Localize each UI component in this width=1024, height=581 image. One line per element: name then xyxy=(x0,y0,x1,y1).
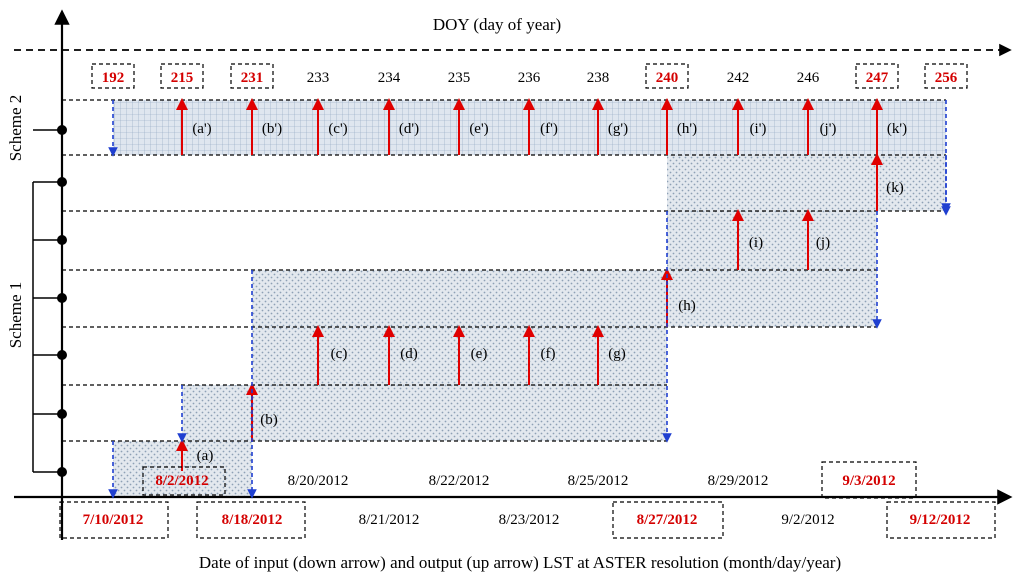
row-dot xyxy=(57,293,67,303)
date-label-3: 8/20/2012 xyxy=(288,473,349,489)
doy-label-235: 235 xyxy=(448,70,471,86)
scheme2-label-0: (a') xyxy=(192,121,211,137)
date-label-1: 8/2/2012 xyxy=(155,473,208,489)
date-label-9: 8/29/2012 xyxy=(708,473,769,489)
scheme2-label-10: (k') xyxy=(887,121,907,137)
shaded-regions xyxy=(113,100,946,497)
doy-box xyxy=(855,63,899,89)
region-2 xyxy=(667,211,877,270)
scheme1-label-0: (a) xyxy=(197,448,214,464)
row-dot xyxy=(57,350,67,360)
scheme2-label-6: (g') xyxy=(608,121,628,137)
scheme2-label-7: (h') xyxy=(677,121,697,137)
date-box xyxy=(196,501,306,539)
doy-label-234: 234 xyxy=(378,70,401,86)
date-label-12: 9/12/2012 xyxy=(910,512,971,528)
date-axis-title: Date of input (down arrow) and output (u… xyxy=(199,553,841,572)
lst-arrows xyxy=(108,98,951,499)
doy-box xyxy=(230,63,274,89)
doy-label-192: 192 xyxy=(102,70,125,86)
date-label-11: 9/3/2012 xyxy=(842,473,895,489)
doy-label-246: 246 xyxy=(797,70,820,86)
date-label-5: 8/22/2012 xyxy=(429,473,490,489)
date-box xyxy=(142,466,226,496)
scheme2-label-8: (i') xyxy=(750,121,767,137)
date-label-10: 9/2/2012 xyxy=(781,512,834,528)
date-label-0: 7/10/2012 xyxy=(83,512,144,528)
scheme2-label-5: (f') xyxy=(540,121,558,137)
doy-label-242: 242 xyxy=(727,70,750,86)
doy-label-256: 256 xyxy=(935,70,958,86)
date-box xyxy=(821,461,917,499)
date-label-7: 8/25/2012 xyxy=(568,473,629,489)
doy-label-231: 231 xyxy=(241,70,264,86)
date-box xyxy=(59,501,169,539)
scheme1-label-2: (c) xyxy=(331,346,348,362)
date-label-4: 8/21/2012 xyxy=(359,512,420,528)
scheme-bracket xyxy=(32,125,67,477)
doy-box xyxy=(91,63,135,89)
region-3 xyxy=(252,270,877,327)
row-dot xyxy=(57,235,67,245)
scheme1-label-8: (i) xyxy=(749,235,763,251)
row-dot xyxy=(57,409,67,419)
doy-label-238: 238 xyxy=(587,70,610,86)
scheme2-label-9: (j') xyxy=(820,121,837,137)
scheme2-label-4: (e') xyxy=(469,121,488,137)
scheme1-label-4: (e) xyxy=(471,346,488,362)
doy-label-233: 233 xyxy=(307,70,330,86)
scheme2-label-2: (c') xyxy=(328,121,347,137)
doy-axis-title: DOY (day of year) xyxy=(433,15,561,34)
scheme1-label-5: (f) xyxy=(541,346,556,362)
doy-label-215: 215 xyxy=(171,70,194,86)
row-dot xyxy=(57,177,67,187)
row-dot xyxy=(57,125,67,135)
region-1 xyxy=(667,155,946,211)
doy-box xyxy=(160,63,204,89)
scheme1-label-10: (k) xyxy=(886,180,904,196)
doy-box xyxy=(645,63,689,89)
scheme1-label-6: (g) xyxy=(608,346,626,362)
scheme1-label-1: (b) xyxy=(260,412,278,428)
scheme1-label: Scheme 1 xyxy=(6,282,25,349)
scheme1-label-3: (d) xyxy=(400,346,418,362)
scheme2-label: Scheme 2 xyxy=(6,95,25,162)
scheme2-label-1: (b') xyxy=(262,121,282,137)
date-label-8: 8/27/2012 xyxy=(637,512,698,528)
axis-labels: 192 215 231 233 234 235 236 238 240 242 246 247 256 (… xyxy=(59,63,996,539)
scheme1-label-9: (j) xyxy=(816,235,830,251)
scheme2-label-3: (d') xyxy=(399,121,419,137)
scheme1-label-7: (h) xyxy=(678,298,696,314)
doy-label-240: 240 xyxy=(656,70,679,86)
date-box xyxy=(612,501,724,539)
date-label-6: 8/23/2012 xyxy=(499,512,560,528)
date-box xyxy=(886,501,996,539)
doy-label-236: 236 xyxy=(518,70,541,86)
date-label-2: 8/18/2012 xyxy=(222,512,283,528)
row-dot xyxy=(57,467,67,477)
doy-label-247: 247 xyxy=(866,70,889,86)
region-5 xyxy=(182,385,667,441)
row-dashed-lines xyxy=(62,99,946,442)
doy-box xyxy=(924,63,968,89)
